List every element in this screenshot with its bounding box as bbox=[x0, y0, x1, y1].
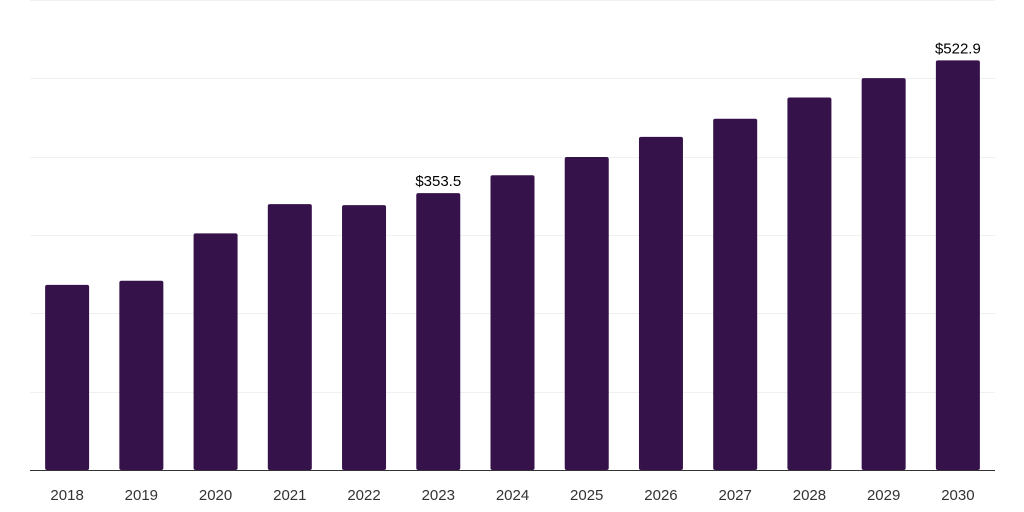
data-label: $353.5 bbox=[415, 173, 461, 190]
x-tick-labels: 2018 2019 2020 2021 2022 2023 2024 2025 2026 2027… bbox=[50, 487, 974, 504]
x-tick-label: 2020 bbox=[199, 487, 232, 504]
x-tick-label: 2029 bbox=[867, 487, 900, 504]
x-tick-label: 2026 bbox=[644, 487, 677, 504]
x-tick-label: 2024 bbox=[496, 487, 529, 504]
bar-2019 bbox=[119, 280, 164, 470]
x-tick-label: 2030 bbox=[941, 487, 974, 504]
bar-2027 bbox=[713, 118, 758, 471]
bar-2023 bbox=[416, 193, 461, 470]
bar-2025 bbox=[564, 157, 609, 470]
x-tick-label: 2025 bbox=[570, 487, 603, 504]
bar-2030 bbox=[935, 60, 980, 471]
data-label: $522.9 bbox=[935, 40, 981, 57]
bar-2028 bbox=[787, 97, 832, 471]
bar-2022 bbox=[342, 205, 387, 470]
bar-2026 bbox=[638, 136, 683, 470]
x-tick-label: 2027 bbox=[719, 487, 752, 504]
x-tick-label: 2022 bbox=[347, 487, 380, 504]
bar-2029 bbox=[861, 78, 906, 471]
x-tick-label: 2021 bbox=[273, 487, 306, 504]
x-tick-label: 2019 bbox=[125, 487, 158, 504]
x-tick-label: 2028 bbox=[793, 487, 826, 504]
x-tick-label: 2023 bbox=[422, 487, 455, 504]
data-labels: $353.5 $522.9 bbox=[415, 40, 981, 190]
bar-2024 bbox=[490, 175, 535, 470]
bar-2021 bbox=[267, 204, 312, 471]
bars bbox=[45, 60, 980, 471]
bar-2018 bbox=[45, 284, 90, 470]
bar-2020 bbox=[193, 233, 238, 470]
x-tick-label: 2018 bbox=[50, 487, 83, 504]
